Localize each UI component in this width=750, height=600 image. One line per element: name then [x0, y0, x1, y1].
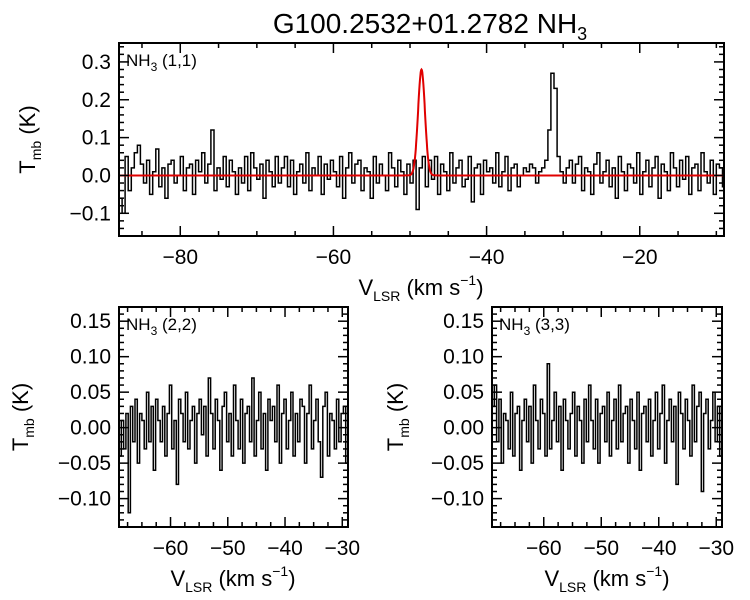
x-tick-label: −40 — [267, 537, 303, 560]
transition-label-main: NH — [126, 51, 151, 70]
y-axis-label-unit: (K) — [383, 383, 408, 418]
y-tick-label: 0.15 — [443, 310, 484, 333]
x-axis-label: VLSR (km s−1) — [544, 563, 669, 595]
transition-label-sub: 3 — [151, 60, 158, 74]
y-tick-label: −0.10 — [431, 488, 484, 511]
y-tick-label: 0.15 — [70, 310, 111, 333]
y-axis-label-main: T — [15, 160, 40, 173]
plot-frame — [118, 306, 349, 528]
x-axis-label-sub: LSR — [373, 288, 400, 304]
transition-label-main: NH — [126, 315, 151, 334]
y-tick-label: 0.05 — [70, 381, 111, 404]
panel-nh3-33: −60 −50 −40 −30 −0.10 −0.05 0.00 0.05 0.10 0.15 NH… — [383, 306, 734, 595]
y-axis-label: Tmb (K) — [15, 105, 44, 173]
fit-series — [119, 67, 724, 177]
transition-label-sub: 3 — [151, 324, 158, 338]
x-axis-label-unit: (km s — [586, 566, 646, 591]
spectrum-series — [119, 377, 349, 514]
y-axis-label-unit: (K) — [8, 383, 33, 418]
y-axis-label-sub: mb — [396, 418, 412, 438]
y-tick-label: 0.2 — [82, 89, 111, 112]
y-axis-label: Tmb (K) — [383, 383, 412, 451]
y-axis-label-sub: mb — [21, 418, 37, 438]
y-tick-label: 0.05 — [443, 381, 484, 404]
x-tick-label: −30 — [698, 537, 734, 560]
panel-nh3-22: −60 −50 −40 −30 −0.10 −0.05 0.00 0.05 0.10 0.15 NH… — [8, 306, 360, 595]
x-tick-label: −80 — [162, 246, 198, 269]
x-tick-label: −60 — [316, 246, 352, 269]
y-tick-label: 0.1 — [82, 127, 111, 150]
x-tick-label: −60 — [153, 537, 189, 560]
transition-label: NH3 (2,2) — [126, 315, 197, 338]
y-tick-label: 0.3 — [82, 51, 111, 74]
transition-label-sub: 3 — [524, 324, 531, 338]
y-tick-label: 0.10 — [443, 346, 484, 369]
y-axis-label-main: T — [8, 438, 33, 451]
y-tick-label: −0.05 — [431, 452, 484, 475]
x-axis-label-sub: LSR — [559, 579, 586, 595]
x-axis-label-sub: LSR — [185, 579, 212, 595]
y-tick-label: −0.05 — [58, 452, 111, 475]
x-axis-label-exp: −1 — [460, 272, 476, 288]
y-axis-label: Tmb (K) — [8, 383, 37, 451]
transition-label: NH3 (3,3) — [499, 315, 570, 338]
y-tick-label: 0.00 — [70, 417, 111, 440]
x-axis-label-close: ) — [288, 566, 295, 591]
x-axis-label-main: V — [544, 566, 559, 591]
x-axis-label-main: V — [358, 275, 373, 300]
y-axis-label-main: T — [383, 438, 408, 451]
x-tick-label: −30 — [324, 537, 360, 560]
x-axis-label: VLSR (km s−1) — [170, 563, 295, 595]
x-tick-label: −50 — [583, 537, 619, 560]
x-axis-label-main: V — [170, 566, 185, 591]
transition-label-tail: (1,1) — [157, 51, 197, 70]
x-axis-label-exp: −1 — [272, 563, 288, 579]
transition-label-tail: (2,2) — [157, 315, 197, 334]
x-axis-label-unit: (km s — [212, 566, 272, 591]
y-tick-label: 0.00 — [443, 417, 484, 440]
y-tick-label: 0.0 — [82, 164, 111, 187]
x-axis-label-exp: −1 — [646, 563, 662, 579]
x-tick-label: −40 — [641, 537, 677, 560]
spectrum-series — [492, 363, 723, 493]
x-tick-label: −60 — [526, 537, 562, 560]
y-axis-label-sub: mb — [28, 141, 44, 161]
x-axis-label: VLSR (km s−1) — [358, 272, 483, 304]
figure-title: G100.2532+01.2782 NH3 — [273, 8, 587, 44]
transition-label-main: NH — [499, 315, 524, 334]
plot-frame — [491, 306, 723, 528]
plot-frame — [118, 42, 725, 237]
x-tick-label: −20 — [622, 246, 658, 269]
panel-nh3-11: −80 −60 −40 −20 −0.1 0.0 0.1 0.2 0.3 NH3 (1,1) VLS… — [15, 42, 725, 304]
y-tick-label: 0.10 — [70, 346, 111, 369]
x-axis-label-close: ) — [476, 275, 483, 300]
y-axis-label-unit: (K) — [15, 105, 40, 140]
x-tick-label: −50 — [210, 537, 246, 560]
x-axis-label-close: ) — [662, 566, 669, 591]
transition-label: NH3 (1,1) — [126, 51, 197, 74]
x-tick-label: −40 — [469, 246, 505, 269]
transition-label-tail: (3,3) — [530, 315, 570, 334]
y-tick-label: −0.1 — [70, 202, 111, 225]
spectrum-series — [119, 72, 725, 215]
x-axis-label-unit: (km s — [400, 275, 460, 300]
y-tick-label: −0.10 — [58, 488, 111, 511]
